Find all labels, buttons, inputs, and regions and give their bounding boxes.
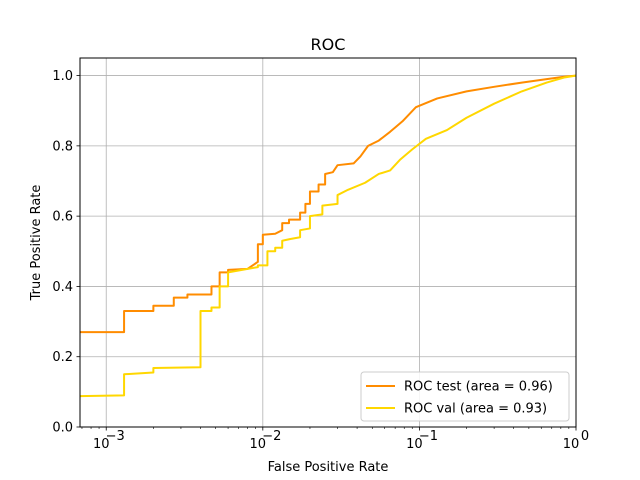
x-tick-label: 10 <box>406 437 423 452</box>
x-tick-exponent: 0 <box>581 429 589 444</box>
y-axis-label: True Positive Rate <box>29 185 44 302</box>
y-tick-label: 0.4 <box>52 280 73 295</box>
legend-label: ROC val (area = 0.93) <box>404 402 547 417</box>
x-tick-label: 10 <box>250 437 267 452</box>
plot-frame <box>79 57 577 428</box>
x-tick-label: 10 <box>563 437 580 452</box>
y-tick-label: 0.0 <box>52 421 73 436</box>
legend-label: ROC test (area = 0.96) <box>404 380 553 395</box>
legend: ROC test (area = 0.96) ROC val (area = 0.… <box>360 371 570 422</box>
y-tick-label: 0.2 <box>52 350 73 365</box>
y-tick-label: 0.8 <box>52 139 73 154</box>
x-tick-exponent: −2 <box>262 429 281 444</box>
chart-title: ROC <box>311 35 346 54</box>
x-axis-label: False Positive Rate <box>268 460 389 475</box>
series-line-roc-val <box>80 74 576 398</box>
series-layer <box>80 74 576 398</box>
x-tick-label: 10 <box>93 437 110 452</box>
y-tick-label: 1.0 <box>52 69 73 84</box>
x-tick-exponent: −3 <box>106 429 125 444</box>
legend-box <box>360 371 570 422</box>
y-tick-label: 0.6 <box>52 210 73 225</box>
series-line-roc-test <box>80 74 576 334</box>
x-tick-exponent: −1 <box>419 429 438 444</box>
